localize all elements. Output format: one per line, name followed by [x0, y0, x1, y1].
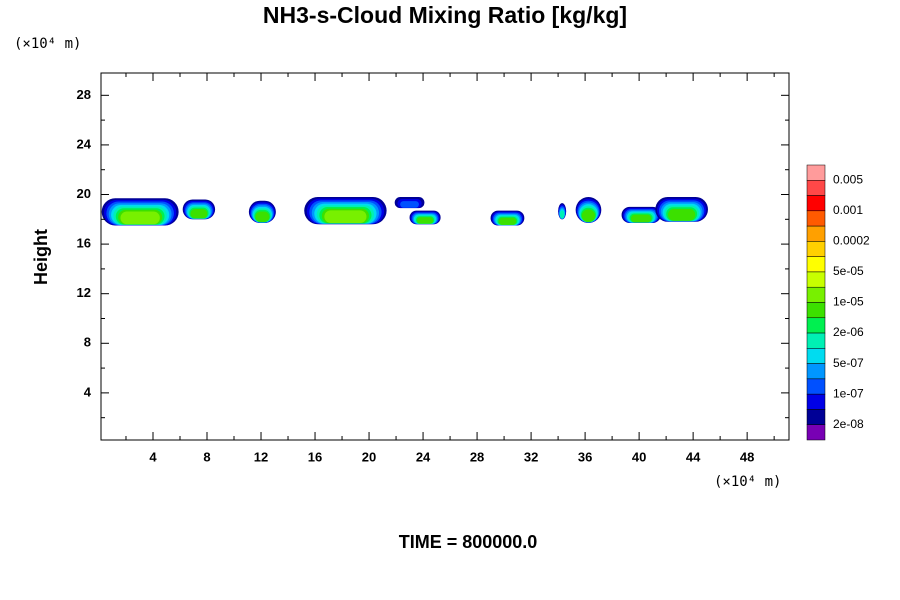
- colorbar-box: [806, 378, 826, 395]
- colorbar-box: [806, 393, 826, 410]
- x-tick-label: 24: [416, 449, 431, 464]
- x-unit: (×10⁴ m): [714, 474, 781, 490]
- x-tick-label: 28: [470, 449, 484, 464]
- colorbar-box: [806, 286, 826, 303]
- colorbar-box: [806, 164, 826, 181]
- colorbar-label: 2e-08: [833, 417, 864, 431]
- colorbar-box: [806, 210, 826, 227]
- colorbar-label: 0.0002: [833, 234, 870, 248]
- cloud-layer: [255, 211, 270, 223]
- x-tick-label: 8: [203, 449, 210, 464]
- colorbar-label: 1e-05: [833, 295, 864, 309]
- footer: TIME = 800000.0: [399, 532, 538, 552]
- cloud-layer: [120, 211, 160, 225]
- plot-frame: [100, 72, 790, 441]
- x-tick-label: 4: [149, 449, 157, 464]
- x-tick-label: 16: [308, 449, 322, 464]
- cloud-layer: [630, 214, 652, 223]
- x-tick-label: 20: [362, 449, 376, 464]
- colorbar-box: [806, 348, 826, 364]
- y-tick-label: 24: [77, 136, 92, 151]
- contour-field: [101, 196, 708, 226]
- colorbar-box: [806, 424, 826, 441]
- y-tick-label: 20: [77, 186, 91, 201]
- colorbar-label: 1e-07: [833, 386, 864, 400]
- colorbar-label: 5e-05: [833, 264, 864, 278]
- y-tick-label: 8: [84, 335, 91, 350]
- chart-title: NH3-s-Cloud Mixing Ratio [kg/kg]: [263, 2, 627, 28]
- x-tick-label: 48: [740, 449, 754, 464]
- cloud-layer: [498, 217, 517, 225]
- cloud-layer: [417, 217, 434, 224]
- colorbar-box: [806, 241, 826, 257]
- y-unit: (×10⁴ m): [14, 36, 81, 52]
- colorbar-box: [806, 409, 826, 425]
- colorbar-label: 5e-07: [833, 356, 864, 370]
- y-axis-label: Height: [31, 229, 51, 285]
- colorbar-box: [806, 317, 826, 334]
- cloud-layer: [190, 209, 208, 219]
- x-tick-label: 36: [578, 449, 592, 464]
- colorbar-label: 2e-06: [833, 325, 864, 339]
- colorbar-label: 0.005: [833, 172, 863, 186]
- colorbar-box: [806, 225, 826, 242]
- colorbar-box: [806, 332, 826, 349]
- colorbar-box: [806, 363, 826, 380]
- x-tick-label: 44: [686, 449, 701, 464]
- x-tick-label: 40: [632, 449, 646, 464]
- cloud-layer: [667, 208, 696, 221]
- colorbar-box: [806, 195, 826, 212]
- cloud-layer: [581, 209, 596, 222]
- cloud-layer: [324, 210, 367, 224]
- colorbar-box: [806, 256, 826, 273]
- y-tick-label: 4: [84, 384, 92, 399]
- y-tick-label: 28: [77, 87, 91, 102]
- cloud-layer: [559, 210, 565, 219]
- x-tick-label: 32: [524, 449, 538, 464]
- colorbar-box: [806, 180, 826, 196]
- cloud-layer: [400, 201, 419, 208]
- y-tick-label: 16: [77, 236, 91, 251]
- colorbar-box: [806, 302, 826, 319]
- y-tick-label: 12: [77, 285, 91, 300]
- x-tick-label: 12: [254, 449, 268, 464]
- colorbar-label: 0.001: [833, 203, 863, 217]
- colorbar-box: [806, 271, 826, 288]
